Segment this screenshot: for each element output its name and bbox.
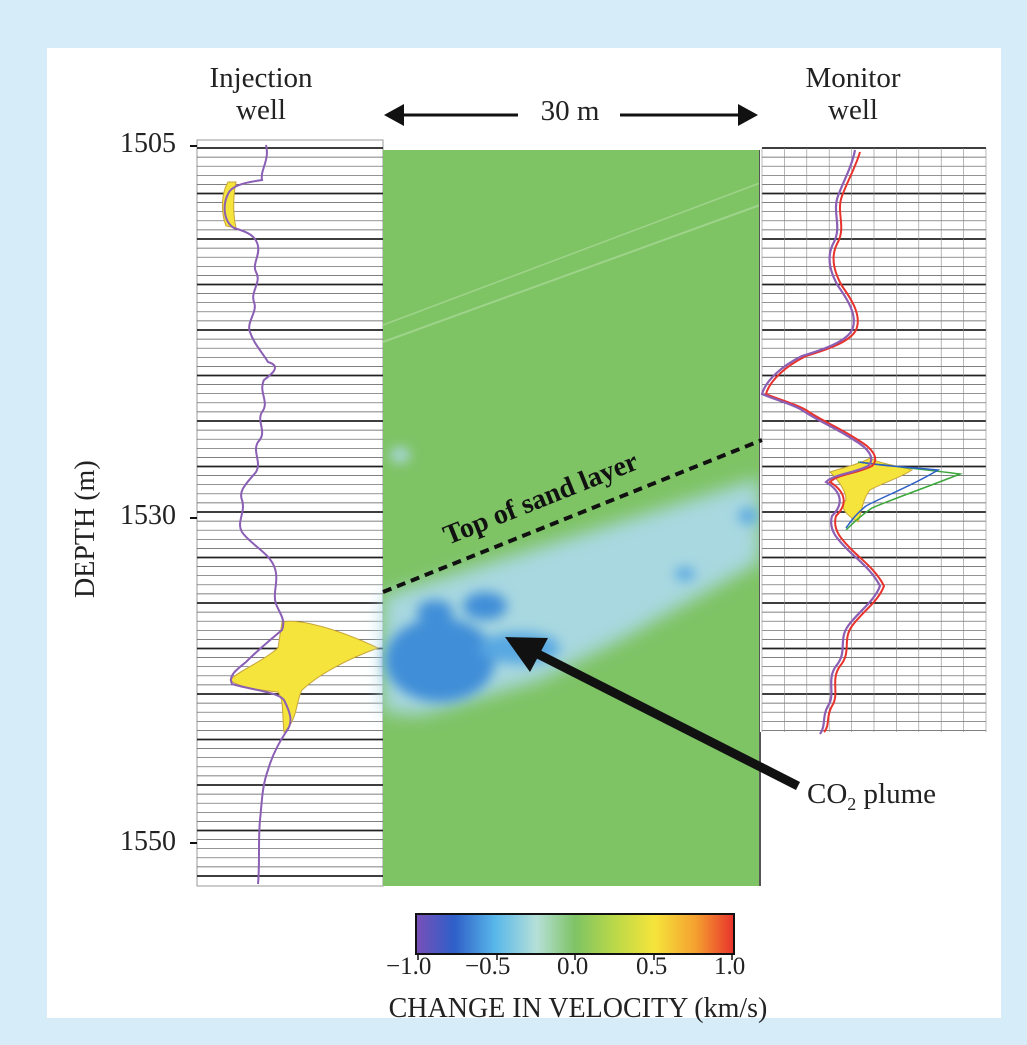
injection-well-label-line1: Injection [209,62,313,94]
depth-tick-1505: 1505 [120,128,176,159]
depth-tick-1550: 1550 [120,826,176,857]
top-of-sand-line [382,438,763,594]
co2-plume-label-suffix: plume [856,778,937,810]
colorbar-tick-1: 1.0 [714,953,746,980]
colorbar-tick-neg1: −1.0 [386,953,432,980]
colorbar-tick-05: 0.5 [636,953,668,980]
monitor-well-log [760,147,987,735]
monitor-curve-blue [845,461,941,529]
injection-well-label: Injection well [196,62,326,126]
distance-arrow [384,104,758,126]
injection-well-log [196,139,384,887]
co2-plume-label-prefix: CO [807,778,848,810]
co2-plume-label-sub: 2 [847,793,857,814]
colorbar-tick-neg05: −0.5 [465,953,511,980]
depth-axis-label: DEPTH (m) [70,460,101,598]
plume-arrow [505,637,801,791]
depth-tick-1530: 1530 [120,500,176,531]
colorbar-title: CHANGE IN VELOCITY (km/s) [388,993,768,1024]
injection-log-curve [223,144,292,885]
injection-well-label-line2: well [236,94,286,126]
co2-plume-label: CO2 plume [807,778,936,815]
monitor-well-label: Monitor well [788,62,918,126]
monitor-curve-purple [760,149,882,735]
depth-ticks [190,145,197,844]
monitor-well-label-line1: Monitor [805,62,901,94]
colorbar-ticks [417,954,733,960]
colorbar-tick-0: 0.0 [557,953,589,980]
colorbar [415,913,735,955]
monitor-curve-red [764,151,886,733]
distance-label: 30 m [540,95,600,127]
monitor-well-label-line2: well [828,94,878,126]
